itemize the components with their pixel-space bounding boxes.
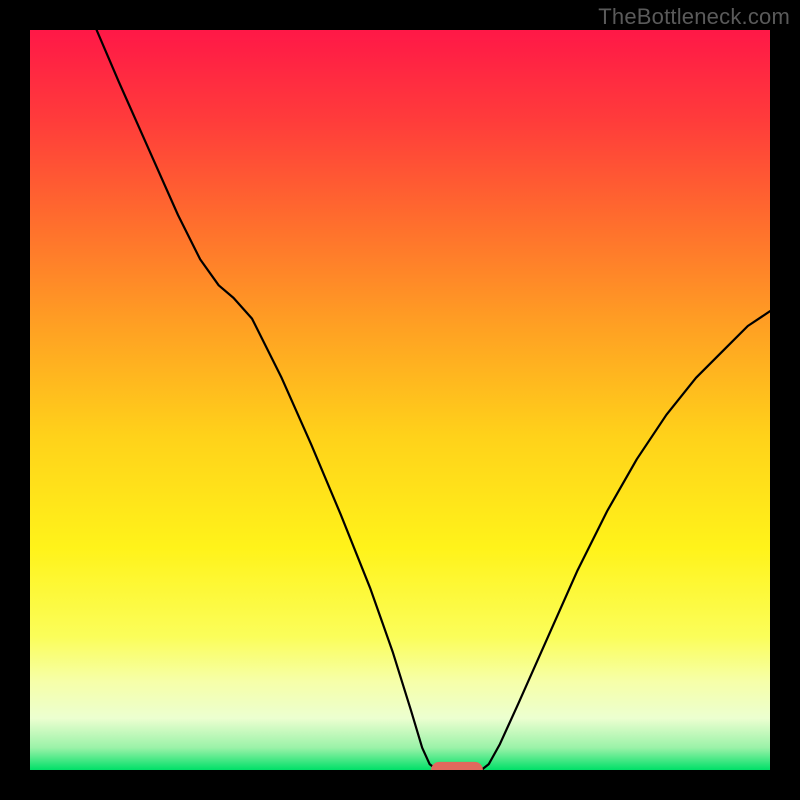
gradient-background [30,30,770,770]
chart-container: TheBottleneck.com [0,0,800,800]
bottleneck-marker [431,762,483,778]
bottleneck-curve-chart [0,0,800,800]
watermark-text: TheBottleneck.com [598,4,790,30]
